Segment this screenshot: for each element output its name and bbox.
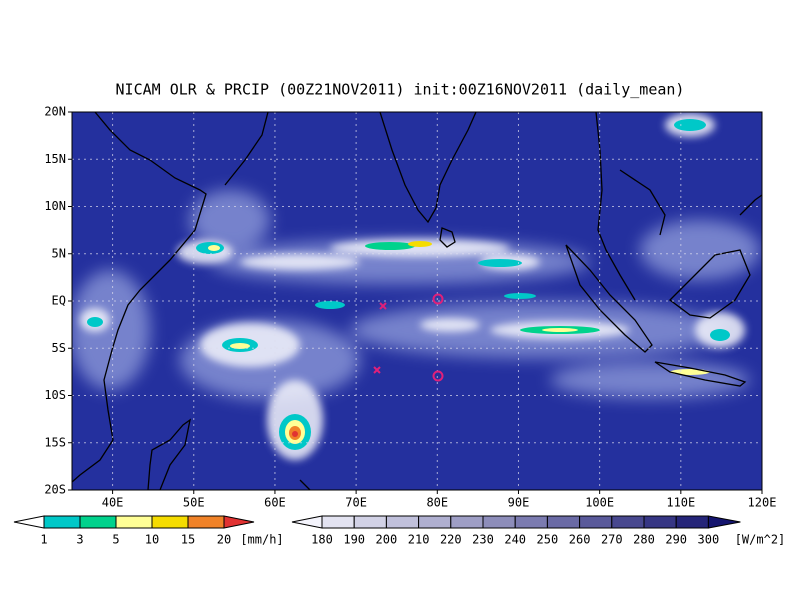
colorbar-box (450, 515, 484, 529)
lon-label: 90E (508, 496, 530, 510)
colorbar-box (579, 515, 613, 529)
lat-label: 20S (44, 483, 66, 497)
colorbar-box (385, 515, 420, 529)
colorbar-label: 3 (76, 533, 83, 547)
colorbar-label: 290 (665, 533, 687, 547)
colorbar-label: 220 (440, 533, 462, 547)
lon-label: 80E (426, 496, 448, 510)
lon-label: 100E (585, 496, 614, 510)
colorbar-box (482, 515, 516, 529)
colorbar-end (223, 515, 255, 529)
colorbar-end (707, 515, 741, 529)
axis-labels: 20N 15N 10N 5N EQ 5S 10S 15S 20S 40E 50E 60E 70E 80E 9… (44, 105, 776, 510)
lat-label: 20N (44, 105, 66, 119)
lon-label: 120E (748, 496, 777, 510)
circle-marker (432, 370, 444, 382)
colorbar-label: 10 (145, 533, 159, 547)
colorbar-box (151, 515, 189, 529)
colorbar-box (353, 515, 387, 529)
lon-label: 50E (183, 496, 205, 510)
grid (72, 112, 762, 490)
colorbar-box (43, 515, 81, 529)
lon-label: 60E (264, 496, 286, 510)
lat-label: 10S (44, 388, 66, 402)
colorbar-label: 5 (112, 533, 119, 547)
figure-title: NICAM OLR & PRCIP (00Z21NOV2011) init:00… (116, 81, 685, 99)
lon-label: 110E (666, 496, 695, 510)
colorbar-box (675, 515, 709, 529)
colorbar-box (546, 515, 581, 529)
colorbar-box (514, 515, 548, 529)
colorbar-label: 210 (408, 533, 430, 547)
colorbar-end (13, 515, 45, 529)
colorbar-label: 1 (40, 533, 47, 547)
colorbar-end (291, 515, 323, 529)
colorbar-label: 240 (504, 533, 526, 547)
lat-label: 5S (52, 341, 66, 355)
colorbar-box (115, 515, 153, 529)
colorbar-box (611, 515, 645, 529)
lat-label: 15S (44, 435, 66, 449)
lat-label: EQ (52, 294, 66, 308)
lon-label: 40E (102, 496, 124, 510)
colorbar-label: 250 (537, 533, 559, 547)
lon-label: 70E (345, 496, 367, 510)
colorbar-label: 230 (472, 533, 494, 547)
map-area (72, 112, 762, 490)
colorbar-unit: [mm/h] (240, 533, 283, 547)
lat-label: 15N (44, 152, 66, 166)
colorbar-unit: [W/m^2] (735, 533, 786, 547)
colorbar-label: 15 (181, 533, 195, 547)
rain-cells (87, 119, 730, 450)
cross-marker (379, 302, 387, 310)
colorbar-label: 300 (698, 533, 720, 547)
colorbar-label: 20 (217, 533, 231, 547)
lat-label: 10N (44, 199, 66, 213)
colorbar-box (187, 515, 225, 529)
colorbar-box (79, 515, 117, 529)
cross-marker (373, 366, 381, 374)
colorbar-label: 280 (633, 533, 655, 547)
storm-markers (373, 293, 444, 382)
colorbar-label: 260 (569, 533, 591, 547)
colorbar-label: 190 (343, 533, 365, 547)
colorbar-label: 200 (376, 533, 398, 547)
lat-label: 5N (52, 246, 66, 260)
colorbar-label: 180 (311, 533, 333, 547)
colorbar-box (418, 515, 452, 529)
colorbar-box (643, 515, 677, 529)
circle-marker (432, 293, 444, 305)
colorbars: 1 3 5 10 15 20 [mm/h] 180 190 200 210 220 230 240 250 2… (13, 515, 786, 547)
colorbar-label: 270 (601, 533, 623, 547)
colorbar-box (321, 515, 355, 529)
